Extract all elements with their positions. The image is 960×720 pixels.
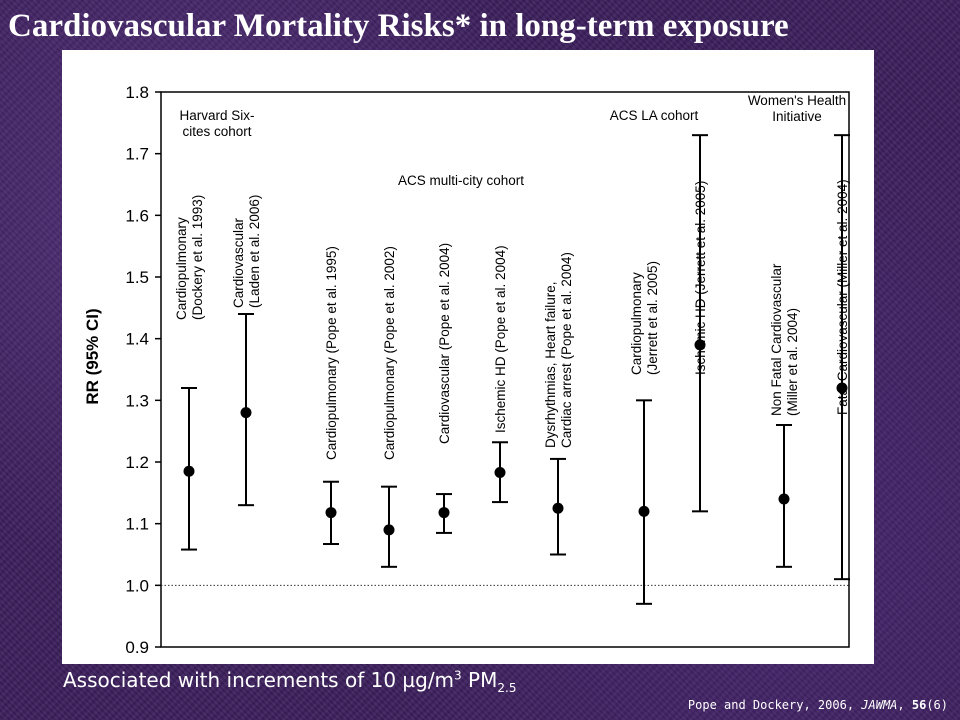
y-tick-label: 1.5	[125, 268, 149, 287]
y-tick-label: 1.3	[125, 391, 149, 410]
risk-ratio-chart: 0.9 1.0 1.1 1.2 1.3 1.4 1.5 1.6 1.7 1.8 RR (95% CI…	[83, 83, 850, 657]
study-label: Dysrhythmias, Heart failure,	[543, 281, 558, 448]
footnote-prefix: Associated with increments of 10 µg/m	[63, 668, 455, 692]
citation-issue: (6)	[926, 698, 948, 712]
y-tick-label: 1.2	[125, 453, 149, 472]
study-label: (Dockery et al. 1993)	[190, 195, 205, 320]
study-label: Ischemic HD (Pope et al. 2004)	[493, 245, 508, 433]
study-label: Non Fatal Cardiovascular	[769, 263, 784, 416]
cohort-group-label: Harvard Six-	[179, 108, 254, 123]
exposure-footnote: Associated with increments of 10 µg/m3 P…	[63, 668, 516, 695]
rr-point	[694, 339, 706, 351]
y-tick-label: 1.0	[125, 576, 149, 595]
rr-point	[438, 507, 450, 519]
rr-point	[552, 502, 564, 514]
footnote-superscript: 3	[454, 668, 462, 683]
y-tick-label: 1.6	[125, 206, 149, 225]
chart-panel: 0.9 1.0 1.1 1.2 1.3 1.4 1.5 1.6 1.7 1.8 RR (95% CI…	[62, 50, 874, 664]
cohort-group-label: Women's Health	[748, 93, 846, 108]
study-label: Cardiopulmonary	[629, 272, 644, 375]
rr-point	[325, 507, 337, 519]
slide-title: Cardiovascular Mortality Risks* in long-…	[8, 8, 789, 44]
study-label: Cardiopulmonary (Pope et al. 2002)	[382, 246, 397, 460]
cohort-group-label: cites cohort	[182, 124, 251, 139]
study-label: (Miller et al. 2004)	[785, 308, 800, 416]
y-tick-label: 1.1	[125, 515, 149, 534]
study-label: Cardiopulmonary (Pope et al. 1995)	[324, 246, 339, 460]
study-label: (Jerrett et al. 2005)	[645, 261, 660, 375]
rr-point	[183, 465, 195, 477]
study-label: (Laden et al. 2006)	[247, 195, 262, 308]
study-label: Cardiac arrest (Pope et al. 2004)	[559, 252, 574, 448]
citation-journal: JAWMA	[861, 698, 898, 712]
rr-point	[494, 466, 506, 478]
y-tick-label: 1.8	[125, 83, 149, 102]
rr-point	[778, 493, 790, 505]
cohort-group-label: ACS multi-city cohort	[398, 173, 524, 188]
cohort-group-label: Initiative	[772, 109, 822, 124]
study-label: Cardiovascular	[231, 217, 246, 308]
y-tick-label: 1.7	[125, 145, 149, 164]
footnote-mid: PM	[461, 668, 498, 692]
y-axis-title: RR (95% CI)	[83, 308, 102, 404]
plot-frame	[160, 91, 850, 648]
rr-point	[240, 407, 252, 419]
study-label: Ischemic HD (Jerrett et al. 2005)	[693, 181, 708, 375]
rr-point	[638, 505, 650, 517]
rr-point	[383, 524, 395, 536]
footnote-subscript: 2.5	[497, 681, 517, 695]
cohort-group-label: ACS LA cohort	[610, 108, 699, 123]
study-label: Cardiopulmonary	[174, 217, 189, 320]
citation-volume: 56	[911, 698, 927, 712]
y-tick-label: 0.9	[125, 638, 149, 657]
study-label: Fatal Cardiovascular (Miller et al. 2004…	[835, 179, 850, 415]
citation: Pope and Dockery, 2006, JAWMA, 56(6)	[687, 698, 948, 712]
rr-point	[836, 382, 848, 394]
study-label: Cardiovascular (Pope et al. 2004)	[437, 243, 452, 444]
y-tick-label: 1.4	[125, 330, 149, 349]
citation-authors: Pope and Dockery, 2006,	[687, 698, 862, 712]
